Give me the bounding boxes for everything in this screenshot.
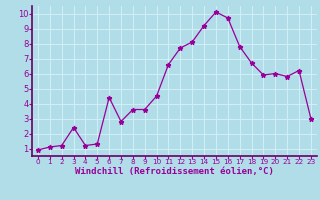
X-axis label: Windchill (Refroidissement éolien,°C): Windchill (Refroidissement éolien,°C) <box>75 167 274 176</box>
